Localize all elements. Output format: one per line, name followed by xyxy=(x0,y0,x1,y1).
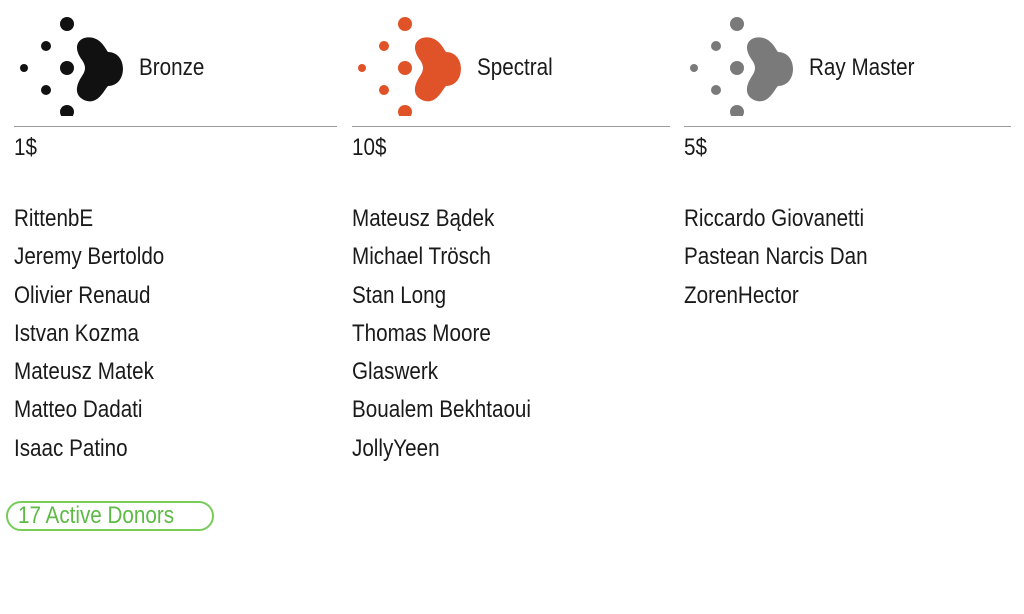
tier-price: 10$ xyxy=(352,134,387,161)
tier-ray-master: Ray Master 5$ Riccardo Giovanetti Pastea… xyxy=(684,0,1011,309)
list-item: RittenbE xyxy=(14,205,94,232)
tier-header: Bronze xyxy=(14,0,337,127)
tier-price: 5$ xyxy=(684,134,707,161)
list-item: Jeremy Bertoldo xyxy=(14,243,165,271)
list-item: Michael Trösch xyxy=(352,243,491,271)
list-item: Boualem Bekhtaoui xyxy=(352,396,532,424)
tier-bronze: Bronze 1$ RittenbE Jeremy Bertoldo Olivi… xyxy=(14,0,337,462)
list-item: Mateusz Matek xyxy=(14,358,154,386)
list-item: Stan Long xyxy=(352,281,447,309)
donor-list: RittenbE Jeremy Bertoldo Olivier Renaud … xyxy=(14,200,189,468)
tier-name: Ray Master xyxy=(809,54,915,81)
active-donors-badge: 17 Active Donors xyxy=(6,501,214,531)
donor-list: Riccardo Giovanetti Pastean Narcis Dan Z… xyxy=(684,200,897,315)
active-donors-label: 17 Active Donors xyxy=(18,502,175,529)
list-item: Riccardo Giovanetti xyxy=(684,205,865,232)
list-item: Matteo Dadati xyxy=(14,396,143,424)
list-item: Isaac Patino xyxy=(14,434,128,462)
list-item: Mateusz Bądek xyxy=(352,205,495,232)
dots-arrow-logo-icon xyxy=(690,17,793,116)
list-item: Istvan Kozma xyxy=(14,319,140,347)
tier-name: Spectral xyxy=(477,54,553,81)
list-item: ZorenHector xyxy=(684,281,799,309)
dots-arrow-logo-icon xyxy=(20,17,123,116)
tier-spectral: Spectral 10$ Mateusz Bądek Michael Trösc… xyxy=(352,0,670,462)
tier-name: Bronze xyxy=(139,54,205,81)
list-item: Glaswerk xyxy=(352,358,439,386)
tier-price: 1$ xyxy=(14,134,37,161)
tier-header: Ray Master xyxy=(684,0,1011,127)
donor-list: Mateusz Bądek Michael Trösch Stan Long T… xyxy=(352,200,560,468)
list-item: JollyYeen xyxy=(352,434,440,462)
list-item: Pastean Narcis Dan xyxy=(684,243,868,271)
tier-header: Spectral xyxy=(352,0,670,127)
dots-arrow-logo-icon xyxy=(358,17,461,116)
list-item: Olivier Renaud xyxy=(14,281,151,309)
list-item: Thomas Moore xyxy=(352,319,491,347)
